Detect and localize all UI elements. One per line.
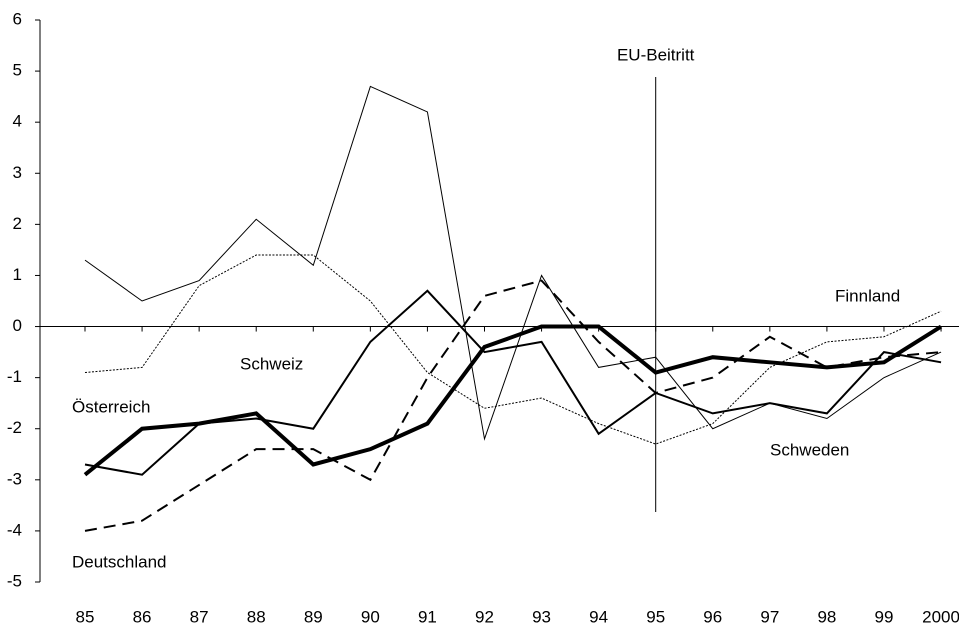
y-tick-label: -2 [7,418,22,437]
x-tick-label: 97 [760,607,779,626]
x-tick-label: 2000 [922,607,959,626]
series-line [84,85,942,441]
annotation-label: EU-Beitritt [617,45,695,64]
x-tick-label: 89 [304,607,323,626]
x-tick-label: 96 [703,607,722,626]
y-tick-label: 5 [13,61,22,80]
y-tick-label: 0 [13,316,22,335]
x-tick-label: 95 [646,607,665,626]
y-tick-label: -4 [7,520,22,539]
y-tick-label: -1 [7,367,22,386]
y-tick-label: 2 [13,214,22,233]
x-tick-label: 85 [76,607,95,626]
y-tick-label: 1 [13,265,22,284]
y-tick-label: -5 [7,571,22,590]
y-tick-label: -3 [7,469,22,488]
x-tick-label: 86 [133,607,152,626]
series-line [83,324,943,477]
series-label: Österreich [72,397,150,416]
x-tick-label: 88 [247,607,266,626]
x-tick-label: 98 [817,607,836,626]
series-label: Schweden [770,440,849,459]
x-tick-label: 87 [190,607,209,626]
series-line [84,254,942,445]
series-line [84,279,942,532]
series-label: Schweiz [240,354,303,373]
x-tick-label: 92 [475,607,494,626]
x-tick-label: 90 [361,607,380,626]
series-label: Finnland [835,286,900,305]
x-tick-label: 91 [418,607,437,626]
x-tick-label: 99 [875,607,894,626]
series-line [84,289,942,476]
x-tick-label: 93 [532,607,551,626]
y-tick-label: 6 [13,9,22,28]
series-label: Deutschland [72,552,167,571]
x-tick-label: 94 [589,607,608,626]
y-tick-label: 3 [13,163,22,182]
y-tick-label: 4 [13,112,22,131]
